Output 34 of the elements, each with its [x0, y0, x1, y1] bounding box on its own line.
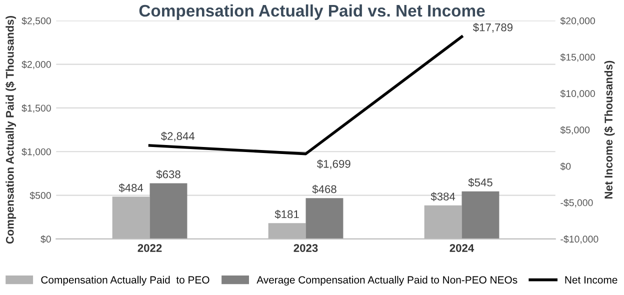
y2-axis-title: Net Income ($ Thousands) [604, 60, 615, 199]
x-tick-label: 2024 [450, 244, 474, 252]
chart-title: Compensation Actually Paid vs. Net Income [139, 4, 485, 20]
data-label: $484 [118, 183, 144, 192]
y2-tick-label: $20,000 [560, 16, 595, 26]
data-label: $17,789 [472, 22, 513, 33]
y-tick-label: $1,000 [22, 148, 51, 156]
bar [150, 183, 188, 239]
y-axis-title: Compensation Actually Paid ($ Thousands) [5, 16, 16, 244]
y-tick-label: $2,000 [22, 60, 51, 70]
x-tick-label: 2023 [294, 244, 318, 252]
legend-label: Net Income [565, 276, 618, 284]
y2-tick-label: $0 [560, 162, 571, 170]
y2-tick-label: -$10,000 [560, 235, 598, 244]
data-label: $545 [468, 178, 492, 188]
y-tick-label: $500 [30, 192, 51, 200]
legend-label: Compensation Actually Paid to PEO [41, 276, 210, 286]
y2-tick-label: $15,000 [560, 53, 595, 62]
y2-tick-label: $10,000 [560, 90, 595, 98]
data-label: $384 [430, 192, 456, 202]
bar [306, 198, 344, 239]
data-label: $2,844 [160, 132, 195, 142]
bar [462, 191, 500, 239]
legend-label: Average Compensation Actually Paid to Non-PEO NEOs [256, 276, 518, 286]
data-label: $181 [274, 210, 299, 219]
y-tick-label: $1,500 [22, 104, 51, 113]
y-tick-label: $2,500 [22, 16, 51, 26]
x-tick-label: 2022 [138, 244, 162, 252]
y-tick-label: $0 [40, 235, 51, 244]
y2-tick-label: -$5,000 [560, 198, 593, 208]
data-label: $468 [312, 184, 336, 194]
y2-tick-label: $5,000 [560, 126, 590, 135]
data-label: $638 [156, 170, 180, 179]
data-label: $1,699 [316, 159, 350, 170]
